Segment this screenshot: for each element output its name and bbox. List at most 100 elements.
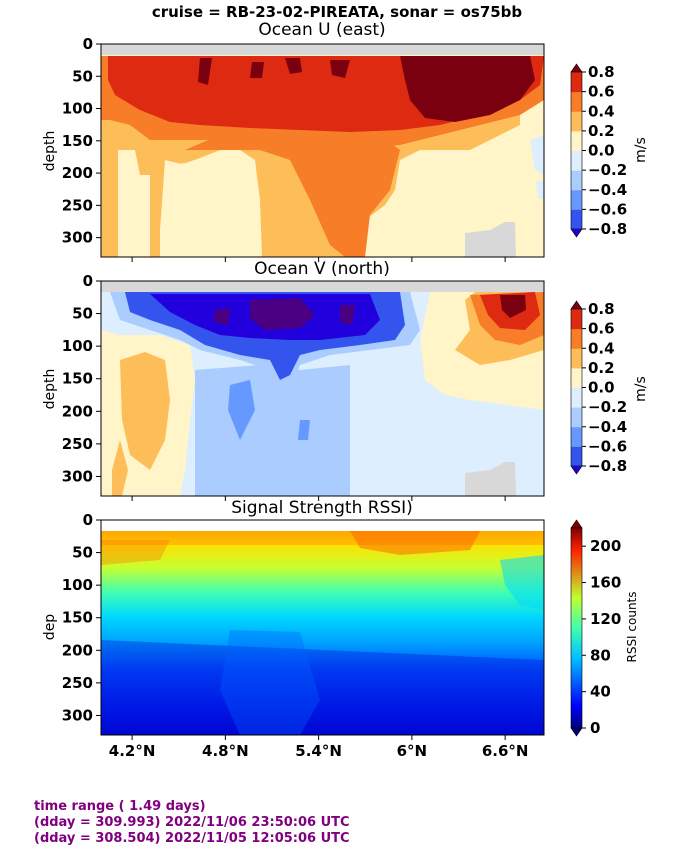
time-range-footer: time range ( 1.49 days) (dday = 309.993)… <box>34 799 350 846</box>
y-tick-label: 0 <box>83 511 93 529</box>
panel-v-colorbar-label: m/s <box>633 376 649 402</box>
panel-rssi-yticks: 0 50 100 150 200 250 300 <box>62 511 101 724</box>
y-tick-label: 200 <box>62 641 93 659</box>
y-tick-label: 0 <box>83 272 93 290</box>
colorbar-tick-label: −0.8 <box>588 220 627 238</box>
colorbar-segment <box>571 130 582 151</box>
colorbar-segment <box>571 91 582 112</box>
colorbar-gradient <box>570 527 583 729</box>
u-contour-region <box>536 180 544 200</box>
colorbar-tick-label: −0.6 <box>588 200 627 218</box>
colorbar-segment <box>571 170 582 191</box>
v-contour-region <box>250 298 315 330</box>
v-nodata-bottom <box>465 462 516 496</box>
y-tick-label: 50 <box>72 305 93 323</box>
v-nodata-top <box>101 281 544 292</box>
rssi-contour-region <box>500 555 544 610</box>
colorbar-extend-max <box>570 63 583 73</box>
colorbar-segment <box>571 72 582 93</box>
colorbar-extend-min <box>570 465 583 475</box>
u-contour-region <box>400 56 535 122</box>
panel-u-frame <box>100 43 545 258</box>
y-tick-label: 100 <box>62 576 93 594</box>
panel-u-colorbar: 0.8 0.60.4 0.2 0.0−0.2 −0.4−0.6 −0.8 <box>570 63 627 238</box>
x-tick-label: 6.6°N <box>482 742 529 760</box>
panel-u-colorbar-label: m/s <box>633 137 649 163</box>
y-tick-label: 300 <box>62 706 93 724</box>
u-contour-region <box>165 160 255 257</box>
y-tick-label: 250 <box>62 674 93 692</box>
colorbar-tick-label: 0.2 <box>588 359 615 377</box>
panel-v-colorbar: 0.8 0.60.4 0.2 0.0−0.2 −0.4−0.6 −0.8 <box>570 300 627 475</box>
u-nodata-top <box>101 44 544 55</box>
v-contour-region <box>298 420 310 440</box>
x-tick-label: 5.4°N <box>295 742 342 760</box>
rssi-contour-region <box>101 540 170 565</box>
colorbar-extend-min <box>570 727 583 737</box>
v-contour-region <box>500 295 526 318</box>
colorbar-extend-max <box>570 300 583 310</box>
footer-line-3: (dday = 308.504) 2022/11/05 12:05:06 UTC <box>34 831 350 846</box>
x-tick-label: 6°N <box>397 742 428 760</box>
rssi-contour-region <box>101 640 544 735</box>
y-tick-label: 100 <box>62 100 93 118</box>
x-tick-label: 4.8°N <box>202 742 249 760</box>
panel-rssi-colorbar-label: RSSI counts <box>625 591 639 662</box>
u-contour-region <box>250 62 264 78</box>
u-contour-region <box>185 130 400 257</box>
y-tick-label: 50 <box>72 67 93 85</box>
panel-u-xticks <box>131 257 506 262</box>
colorbar-segment <box>571 309 582 330</box>
panel-v-yticks: 0 50 100 150 200 250 300 <box>62 272 101 485</box>
colorbar-tick-label: 40 <box>590 683 611 701</box>
colorbar-tick-label: 0.4 <box>588 339 615 357</box>
u-nodata-bottom <box>465 222 516 257</box>
rssi-depth-gradient <box>101 531 544 735</box>
footer-line-2: (dday = 309.993) 2022/11/06 23:50:06 UTC <box>34 815 350 830</box>
u-contour-region <box>285 58 302 74</box>
colorbar-tick-label: 200 <box>590 537 621 555</box>
y-tick-label: 0 <box>83 35 93 53</box>
u-contour-region <box>530 135 544 175</box>
y-tick-label: 100 <box>62 337 93 355</box>
panel-ocean-u: Ocean U (east) depth 050100150200250300 … <box>42 20 649 262</box>
panel-rssi-title: Signal Strength RSSI) <box>231 498 413 518</box>
colorbar-segment <box>571 150 582 171</box>
colorbar-segment <box>571 387 582 408</box>
colorbar-tick-label: −0.6 <box>588 437 627 455</box>
v-contour-region <box>112 440 128 496</box>
colorbar-tick-label: −0.2 <box>588 161 627 179</box>
colorbar-tick-label: 0.0 <box>588 142 615 160</box>
colorbar-segment <box>571 446 582 467</box>
colorbar-segment <box>571 426 582 447</box>
colorbar-tick-label: −0.8 <box>588 457 627 475</box>
v-contour-region <box>195 365 350 496</box>
figure-suptitle: cruise = RB-23-02-PIREATA, sonar = os75b… <box>152 3 523 21</box>
colorbar-tick-label: 80 <box>590 646 611 664</box>
colorbar-tick-label: 120 <box>590 610 621 628</box>
footer-line-1: time range ( 1.49 days) <box>34 799 206 814</box>
panel-rssi-colorbar: 200 160 120 80 40 0 <box>570 519 621 737</box>
x-tick-label: 4.2°N <box>109 742 156 760</box>
panel-ocean-v: Ocean V (north) depth 0 50 100 150 200 250 <box>42 259 649 501</box>
colorbar-segment <box>571 348 582 369</box>
colorbar-segment <box>571 209 582 230</box>
rssi-contour-region <box>220 630 320 735</box>
y-tick-label: 150 <box>62 609 93 627</box>
panel-u-title: Ocean U (east) <box>258 20 385 40</box>
y-tick-label: 150 <box>62 370 93 388</box>
colorbar-segment <box>571 367 582 388</box>
panel-u-ylabel: depth <box>42 131 58 172</box>
panel-v-ylabel: depth <box>42 369 58 410</box>
v-contour-region <box>228 380 255 440</box>
y-tick-label: 150 <box>62 132 93 150</box>
u-contour-region <box>330 60 350 78</box>
y-tick-label: 50 <box>72 544 93 562</box>
colorbar-tick-label: 0.8 <box>588 300 615 318</box>
colorbar-tick-label: −0.4 <box>588 418 627 436</box>
y-tick-label: 300 <box>62 229 93 247</box>
colorbar-tick-label: −0.4 <box>588 181 627 199</box>
colorbar-tick-label: 0.6 <box>588 320 615 338</box>
v-contour-region <box>340 305 355 325</box>
